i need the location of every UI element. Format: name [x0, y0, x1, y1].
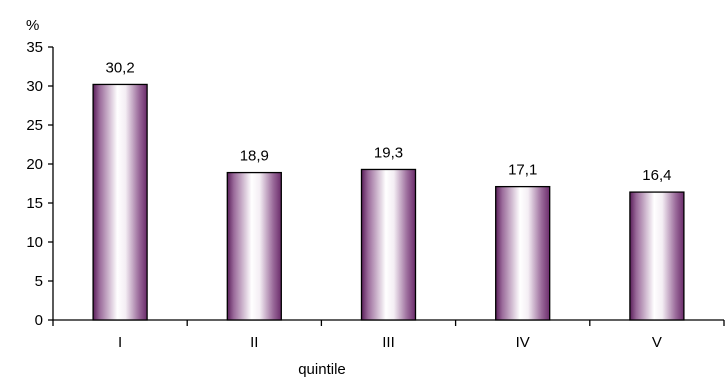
- x-tick-label: V: [652, 334, 662, 351]
- x-axis-label: quintile: [298, 361, 346, 378]
- bar-value-label: 16,4: [642, 167, 671, 184]
- y-axis: 0 5 10 15 20 25 30 35: [26, 39, 54, 329]
- y-tick-label: 25: [26, 117, 43, 134]
- x-tick-label: III: [382, 334, 395, 351]
- x-tick-label: IV: [516, 334, 530, 351]
- bar-value-label: 18,9: [240, 148, 269, 165]
- x-axis: I II III IV V: [52, 319, 725, 351]
- bars: 30,2 18,9 19,3 17,1 16,4: [92, 59, 685, 321]
- bar: [629, 191, 685, 321]
- y-axis-label: %: [26, 17, 39, 34]
- bar-value-label: 17,1: [508, 162, 537, 179]
- y-tick-label: 30: [26, 78, 43, 95]
- y-tick-label: 10: [26, 234, 43, 251]
- bar-value-label: 30,2: [105, 59, 134, 76]
- x-tick-label: II: [250, 334, 258, 351]
- bar-value-label: 19,3: [374, 144, 403, 161]
- bar: [360, 168, 417, 321]
- y-tick-label: 5: [35, 273, 43, 290]
- bar: [92, 83, 148, 321]
- y-tick-label: 20: [26, 156, 43, 173]
- y-tick-label: 0: [35, 312, 43, 329]
- bar: [226, 171, 282, 321]
- x-tick-label: I: [118, 334, 122, 351]
- y-tick-label: 35: [26, 39, 43, 56]
- y-tick-label: 15: [26, 195, 43, 212]
- bar: [495, 185, 551, 321]
